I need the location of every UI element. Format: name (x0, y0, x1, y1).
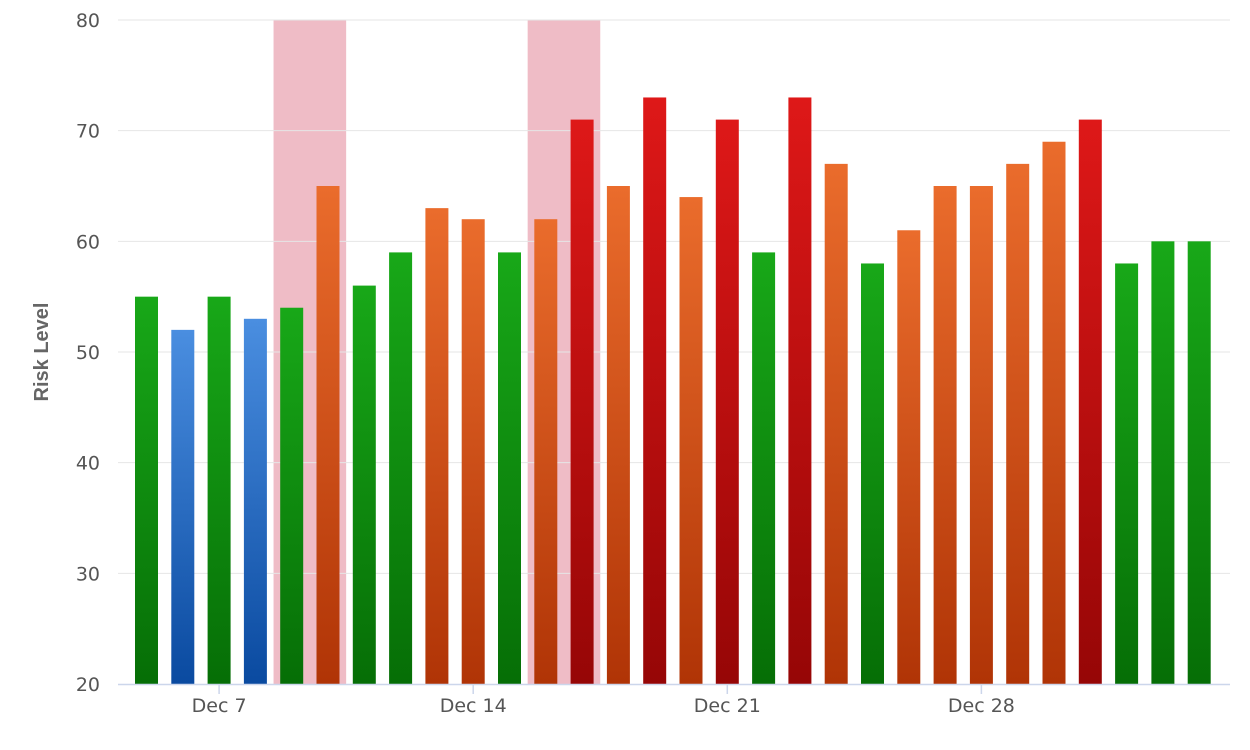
bar[interactable] (643, 97, 667, 684)
bar[interactable] (933, 186, 957, 684)
bar[interactable] (1115, 263, 1139, 684)
y-tick-label: 60 (76, 231, 100, 253)
y-tick-label: 80 (76, 10, 100, 32)
bar[interactable] (861, 263, 884, 684)
y-tick-label: 30 (76, 563, 100, 585)
bar[interactable] (425, 208, 449, 684)
y-tick-label: 70 (76, 121, 100, 143)
bar[interactable] (1187, 241, 1211, 685)
y-tick-label: 20 (76, 674, 100, 696)
bar[interactable] (243, 318, 267, 684)
bar[interactable] (1042, 141, 1066, 684)
bar[interactable] (606, 186, 630, 684)
x-tick-label: Dec 7 (192, 695, 247, 717)
bar[interactable] (788, 97, 812, 684)
bar[interactable] (534, 219, 558, 684)
bar[interactable] (498, 252, 521, 684)
bar[interactable] (715, 119, 739, 685)
bar[interactable] (969, 186, 993, 684)
bar[interactable] (752, 252, 776, 684)
bar[interactable] (679, 197, 703, 685)
bar[interactable] (352, 285, 376, 684)
x-tick-label: Dec 21 (694, 695, 761, 717)
bar[interactable] (897, 230, 921, 684)
x-tick-label: Dec 14 (440, 695, 507, 717)
bar[interactable] (389, 252, 413, 684)
axes (118, 683, 1230, 694)
bar[interactable] (171, 329, 195, 684)
bar[interactable] (570, 119, 594, 685)
x-tick-labels: Dec 7 Dec 14 Dec 21 Dec 28 (192, 695, 1015, 717)
bar[interactable] (461, 219, 485, 684)
bar[interactable] (316, 186, 340, 684)
bar[interactable] (135, 296, 158, 684)
x-tick-label: Dec 28 (948, 695, 1015, 717)
bar[interactable] (1151, 241, 1175, 685)
bar[interactable] (207, 296, 231, 684)
y-tick-label: 40 (76, 453, 100, 475)
bar[interactable] (280, 307, 304, 684)
bar[interactable] (824, 163, 848, 684)
y-tick-label: 50 (76, 342, 100, 364)
bar[interactable] (1006, 163, 1030, 684)
y-tick-labels: 20 30 40 50 60 70 80 (76, 10, 100, 696)
bars (135, 97, 1211, 685)
y-axis-label: Risk Level (31, 303, 53, 402)
bar[interactable] (1078, 119, 1102, 685)
